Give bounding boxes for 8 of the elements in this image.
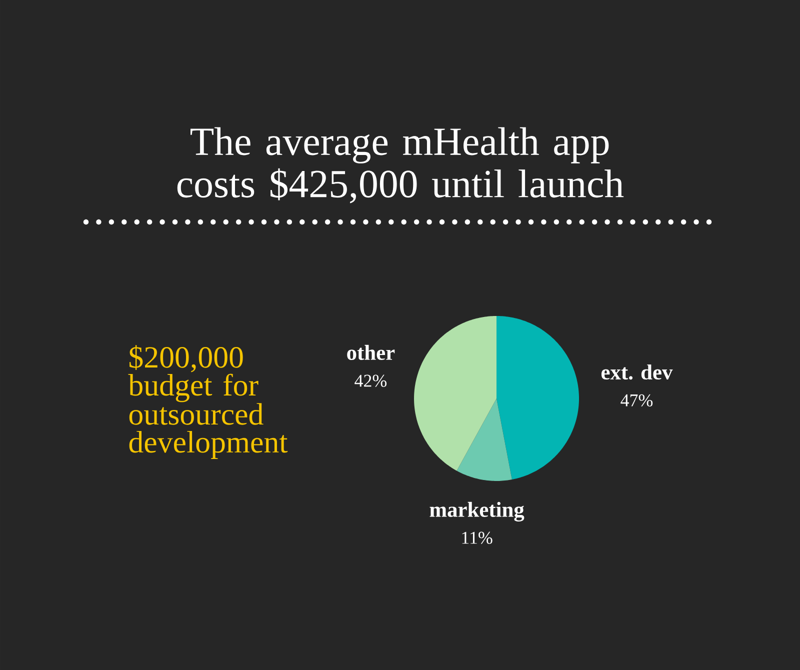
data-label: 47% <box>620 394 653 406</box>
slice-label: marketing <box>430 502 524 522</box>
slice-label: other <box>347 344 395 360</box>
data-label: 11% <box>462 532 492 544</box>
data-label: 42% <box>354 374 387 387</box>
text: $200,000 budget for outsourced development <box>128 345 288 460</box>
chart-title: The average mHealth app costs $425,000 until launch <box>177 127 624 204</box>
slice-label: ext. dev <box>601 364 673 380</box>
